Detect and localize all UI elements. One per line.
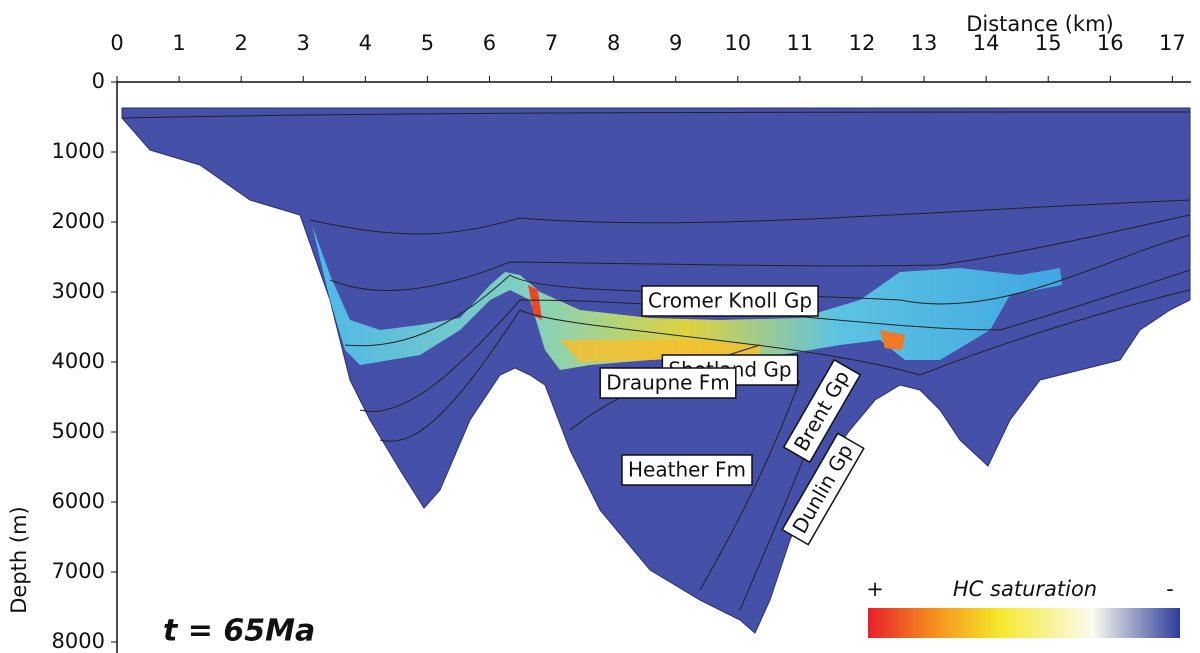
x-tick-label: 14 [973, 31, 1000, 55]
x-tick-label: 1 [172, 31, 185, 55]
label-box [641, 285, 819, 317]
y-tick-label: 4000 [52, 349, 105, 373]
y-axis-label: Depth (m) [7, 506, 31, 613]
label-box [781, 432, 865, 546]
formation-label: Cromer Knoll Gp [641, 285, 819, 317]
y-tick-label: 8000 [52, 629, 105, 653]
y-tick-label: 5000 [52, 419, 105, 443]
y-tick-label: 3000 [52, 279, 105, 303]
label-box [782, 358, 862, 464]
x-tick-label: 17 [1159, 31, 1186, 55]
y-tick-label: 0 [92, 69, 105, 93]
x-tick-label: 15 [1035, 31, 1062, 55]
formation-label: Draupne Fm [599, 367, 737, 399]
y-tick-label: 6000 [52, 489, 105, 513]
x-tick-label: 9 [669, 31, 682, 55]
time-label: t = 65Ma [163, 614, 315, 649]
colorbar-min: - [1166, 577, 1174, 601]
colorbar-title: HC saturation [953, 577, 1097, 601]
y-tick-label: 1000 [52, 139, 105, 163]
x-tick-label: 6 [483, 31, 496, 55]
label-box [599, 367, 737, 399]
x-tick-label: 0 [110, 31, 123, 55]
formation-label: Heather Fm [621, 454, 753, 486]
formation-text: Heather Fm [628, 458, 746, 482]
x-tick-label: 16 [1097, 31, 1124, 55]
x-axis-label: Distance (km) [966, 12, 1114, 36]
x-tick-label: 12 [849, 31, 876, 55]
hc-zone [312, 225, 1062, 370]
x-tick-label: 7 [545, 31, 558, 55]
x-tick-label: 4 [359, 31, 372, 55]
y-tick-label: 2000 [52, 209, 105, 233]
x-tick-label: 13 [911, 31, 938, 55]
formation-text: Draupne Fm [606, 371, 730, 395]
colorbar [868, 608, 1180, 638]
x-tick-label: 2 [234, 31, 247, 55]
x-tick-label: 8 [607, 31, 620, 55]
x-tick-label: 11 [787, 31, 814, 55]
x-tick-label: 5 [421, 31, 434, 55]
hc-zone [880, 330, 905, 350]
x-tick-label: 3 [297, 31, 310, 55]
y-tick-label: 7000 [52, 559, 105, 583]
formation-text: Cromer Knoll Gp [648, 289, 812, 313]
x-tick-label: 10 [724, 31, 751, 55]
hc-zone [528, 285, 542, 320]
colorbar-max: + [866, 577, 884, 601]
label-box [621, 454, 753, 486]
